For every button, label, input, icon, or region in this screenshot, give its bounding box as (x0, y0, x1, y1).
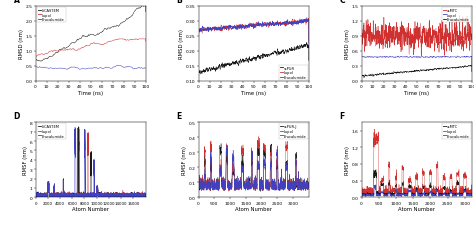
Legend: α-PUR-J, Lupol, Erucalumide: α-PUR-J, Lupol, Erucalumide (279, 124, 308, 139)
Y-axis label: RMSD (nm): RMSD (nm) (345, 29, 350, 59)
Legend: α-MTC, Lupol, Erucalumide: α-MTC, Lupol, Erucalumide (442, 124, 471, 139)
Y-axis label: RMSD (nm): RMSD (nm) (19, 29, 24, 59)
Text: D: D (14, 112, 20, 121)
Y-axis label: RMSF (nm): RMSF (nm) (345, 146, 350, 175)
Text: E: E (176, 112, 182, 121)
Text: F: F (339, 112, 345, 121)
Text: B: B (176, 0, 182, 5)
X-axis label: Time (ns): Time (ns) (404, 90, 429, 95)
X-axis label: Atom Number: Atom Number (235, 206, 272, 211)
X-axis label: Time (ns): Time (ns) (241, 90, 266, 95)
Legend: α-MTC, Lupol, Erucalumide: α-MTC, Lupol, Erucalumide (442, 8, 471, 23)
Legend: LiCASTEM, Lupol, Erucalumide: LiCASTEM, Lupol, Erucalumide (36, 8, 65, 23)
X-axis label: Atom Number: Atom Number (398, 206, 435, 211)
Y-axis label: RMSD (nm): RMSD (nm) (179, 29, 184, 59)
Text: A: A (14, 0, 19, 5)
Legend: α-PUR, Lupol, Erucalumide: α-PUR, Lupol, Erucalumide (279, 65, 308, 81)
X-axis label: Atom Number: Atom Number (72, 206, 109, 211)
Text: C: C (339, 0, 345, 5)
X-axis label: Time (ns): Time (ns) (78, 90, 103, 95)
Y-axis label: RMSF (nm): RMSF (nm) (182, 146, 187, 175)
Legend: LiCASTEM, Lupol, Erucalumide: LiCASTEM, Lupol, Erucalumide (36, 124, 65, 139)
Y-axis label: RMSF (nm): RMSF (nm) (23, 146, 28, 175)
